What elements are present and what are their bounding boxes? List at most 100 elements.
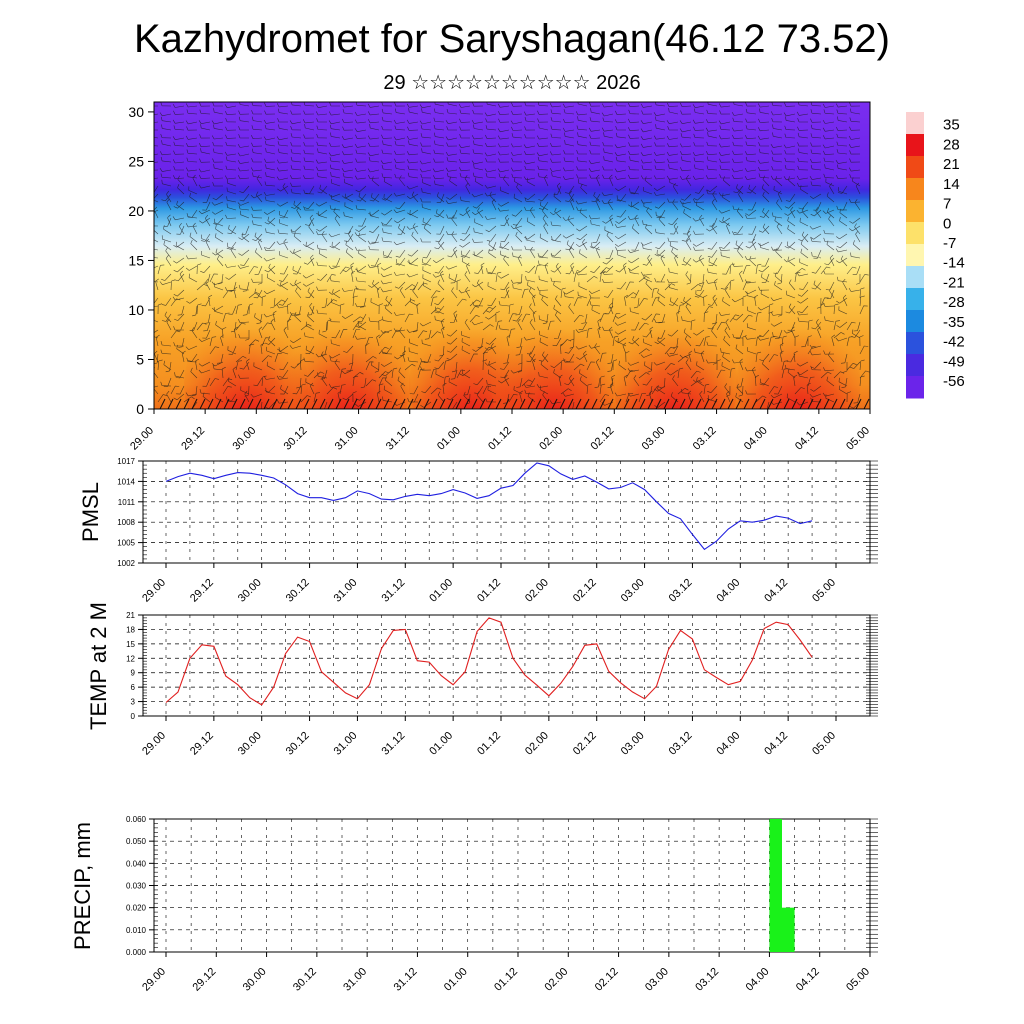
height-tick-label: 5 xyxy=(136,351,144,367)
colorbar-swatch xyxy=(906,200,924,223)
x-tick-label: 30.12 xyxy=(291,966,319,994)
x-tick-label: 01.00 xyxy=(427,577,455,605)
page-title: Kazhydromet for Saryshagan(46.12 73.52) xyxy=(134,17,890,61)
y-tick-label: 0.060 xyxy=(126,815,147,824)
colorbar-label: -49 xyxy=(943,353,965,370)
x-tick-label: 01.12 xyxy=(475,730,503,758)
x-tick-label: 01.12 xyxy=(475,577,503,605)
colorbar-swatch xyxy=(906,244,924,267)
x-tick-label: 29.00 xyxy=(140,730,168,758)
height-tick-label: 25 xyxy=(128,153,144,169)
pmsl-panel: PMSL 1002 1005 1008 1011 1014 1017 29.00 29.12 3… xyxy=(78,457,878,605)
x-tick-label: 02.00 xyxy=(523,730,551,758)
y-tick-label: 0.000 xyxy=(126,948,147,957)
x-tick-label: 03.12 xyxy=(693,966,721,994)
precip-frame xyxy=(153,818,871,953)
wind-barb-lines xyxy=(154,102,870,409)
x-tick-label: 01.00 xyxy=(442,966,470,994)
x-tick-label: 05.00 xyxy=(810,730,838,758)
precip-bar xyxy=(782,907,795,952)
x-tick-label: 29.12 xyxy=(188,730,216,758)
time-tick-label: 01.12 xyxy=(486,425,514,453)
x-tick-label: 31.12 xyxy=(379,577,407,605)
cross-section-panel: 0 5 10 15 20 25 30 29.00 29.12 30.00 30.12 31.00 31… xyxy=(128,101,872,453)
y-tick-label: 1011 xyxy=(118,498,136,507)
x-tick-label: 31.00 xyxy=(341,966,369,994)
time-tick-label: 29.00 xyxy=(128,425,156,453)
colorbar-label: -21 xyxy=(943,274,965,291)
y-tick-label: 0.020 xyxy=(126,904,147,913)
colorbar-label: -28 xyxy=(943,294,965,311)
precip-axis-label: PRECIP, mm xyxy=(70,822,95,950)
colorbar-label: -42 xyxy=(943,334,965,351)
time-tick-label: 03.00 xyxy=(640,425,668,453)
x-tick-label: 02.12 xyxy=(571,577,599,605)
x-tick-label: 04.12 xyxy=(762,577,790,605)
colorbar-swatch xyxy=(906,288,924,311)
x-tick-label: 29.00 xyxy=(140,577,168,605)
y-tick-label: 0.030 xyxy=(126,882,147,891)
time-tick-label: 03.12 xyxy=(691,425,719,453)
x-tick-label: 04.12 xyxy=(762,730,790,758)
y-tick-label: 9 xyxy=(131,669,136,678)
y-tick-label: 6 xyxy=(131,683,136,692)
y-tick-label: 1017 xyxy=(117,457,135,466)
y-tick-label: 0.010 xyxy=(126,926,147,935)
colorbar-label: -7 xyxy=(943,235,956,252)
colorbar-label: 0 xyxy=(943,215,951,232)
x-tick-label: 03.12 xyxy=(667,577,695,605)
colorbar-label: 35 xyxy=(943,117,960,134)
pmsl-series-line xyxy=(165,462,813,551)
y-tick-label: 21 xyxy=(126,611,135,620)
y-tick-label: 12 xyxy=(126,654,135,663)
x-tick-label: 29.12 xyxy=(188,577,216,605)
x-tick-label: 01.00 xyxy=(427,730,455,758)
x-tick-label: 05.00 xyxy=(810,577,838,605)
x-tick-label: 30.12 xyxy=(284,577,312,605)
height-tick-label: 20 xyxy=(128,203,144,219)
x-tick-label: 02.00 xyxy=(542,966,570,994)
colorbar-label: -56 xyxy=(943,373,965,390)
x-tick-label: 03.00 xyxy=(643,966,671,994)
x-tick-label: 02.12 xyxy=(571,730,599,758)
x-tick-label: 02.00 xyxy=(523,577,551,605)
x-tick-label: 30.12 xyxy=(284,730,312,758)
x-tick-label: 04.00 xyxy=(714,577,742,605)
warm-band xyxy=(184,314,309,409)
pmsl-axis-label: PMSL xyxy=(78,482,103,542)
colorbar-swatch xyxy=(906,354,924,377)
height-tick-label: 0 xyxy=(136,401,144,417)
temp-frame xyxy=(142,614,871,717)
colorbar-swatch xyxy=(906,310,924,333)
y-tick-label: 1008 xyxy=(117,518,135,527)
y-tick-label: 0 xyxy=(131,712,136,721)
time-tick-label: 04.12 xyxy=(793,425,821,453)
temp-series-line xyxy=(165,617,813,706)
x-tick-label: 03.00 xyxy=(619,577,647,605)
height-tick-label: 15 xyxy=(128,252,144,268)
wind-barbs xyxy=(154,102,870,409)
x-tick-label: 30.00 xyxy=(236,577,264,605)
y-tick-label: 1005 xyxy=(117,539,135,548)
time-tick-label: 31.12 xyxy=(384,425,412,453)
cross-section-time-axis: 29.00 29.12 30.00 30.12 31.00 31.12 01.00 01.12… xyxy=(128,409,872,453)
y-tick-label: 3 xyxy=(131,698,136,707)
precip-bar xyxy=(769,819,782,952)
x-tick-label: 29.00 xyxy=(140,966,168,994)
time-tick-label: 04.00 xyxy=(742,425,770,453)
temp-panel: TEMP at 2 M 0 3 6 9 12 15 18 21 29.00 29.12 30.00 3… xyxy=(86,602,878,758)
colorbar-label: 14 xyxy=(943,176,960,193)
colorbar-swatch xyxy=(906,156,924,179)
x-tick-label: 04.00 xyxy=(744,966,772,994)
time-tick-label: 02.12 xyxy=(588,425,616,453)
x-tick-label: 01.12 xyxy=(492,966,520,994)
colorbar-label: -14 xyxy=(943,255,965,272)
colorbar-swatch xyxy=(906,112,924,135)
colorbar-label: -35 xyxy=(943,314,965,331)
warm-band xyxy=(613,314,738,409)
page-subtitle: 29 ☆☆☆☆☆☆☆☆☆☆ 2026 xyxy=(383,72,641,94)
time-tick-label: 05.00 xyxy=(844,425,872,453)
time-tick-label: 31.00 xyxy=(333,425,361,453)
x-tick-label: 02.12 xyxy=(593,966,621,994)
